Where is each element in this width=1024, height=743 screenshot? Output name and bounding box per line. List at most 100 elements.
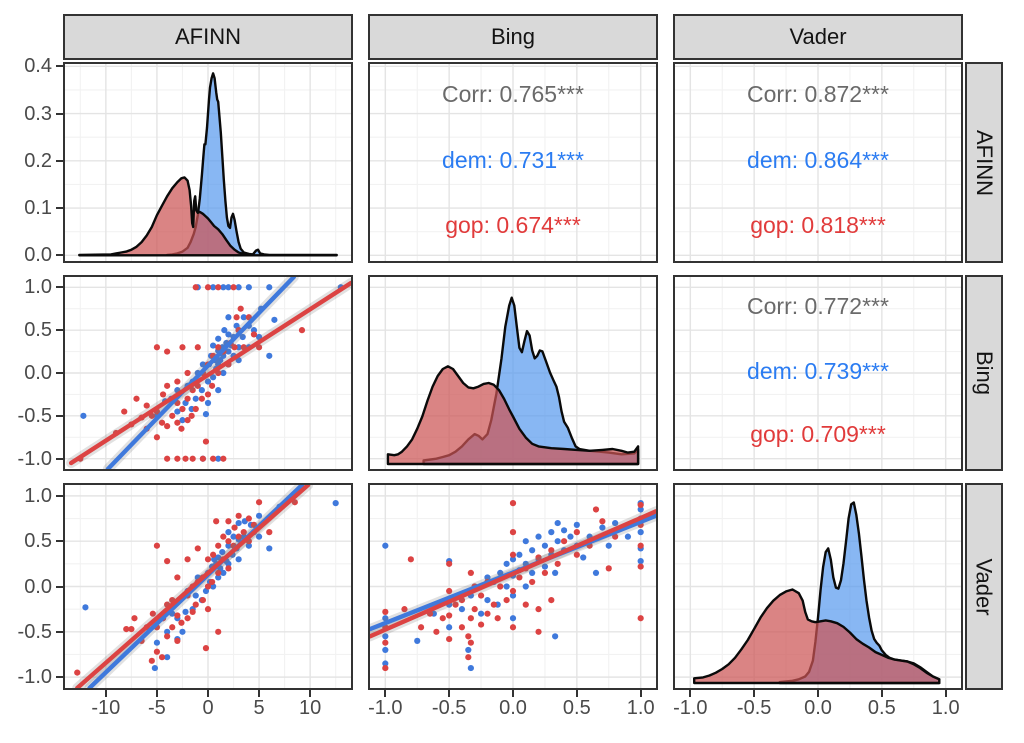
data-point-gop — [153, 434, 161, 441]
data-point-gop — [548, 547, 555, 554]
data-point-gop — [225, 565, 232, 572]
data-point-gop — [153, 542, 161, 549]
data-point-dem — [382, 542, 389, 549]
data-point-gop — [535, 628, 542, 635]
data-point-gop — [208, 382, 216, 389]
data-point-gop — [164, 382, 171, 389]
data-point-gop — [225, 538, 232, 545]
data-point-gop — [210, 455, 217, 462]
data-point-dem — [255, 512, 263, 519]
data-point-dem — [192, 395, 199, 402]
data-point-gop — [233, 314, 240, 321]
scatter-plot-canvas — [65, 277, 351, 469]
data-point-dem — [382, 633, 389, 640]
data-point-gop — [174, 637, 181, 644]
data-point-gop — [407, 556, 414, 563]
data-point-gop — [131, 615, 138, 622]
x-tick-mark — [207, 690, 209, 697]
data-point-gop — [189, 608, 196, 615]
data-point-gop — [220, 455, 227, 462]
data-point-dem — [219, 548, 226, 556]
data-point-gop — [230, 284, 237, 291]
corr-line-dem: dem: 0.864*** — [747, 147, 889, 173]
data-point-gop — [509, 500, 517, 507]
x-tick-label: 0.5 — [867, 697, 896, 719]
data-point-dem — [522, 538, 529, 545]
y-tick-label: 0.5 — [24, 319, 52, 342]
data-point-gop — [477, 592, 485, 599]
corr-line-all: Corr: 0.765*** — [442, 81, 584, 107]
y-tick-label: -1.0 — [17, 666, 52, 689]
data-point-gop — [149, 610, 156, 617]
data-point-gop — [231, 524, 238, 531]
data-point-dem — [225, 348, 232, 355]
corr-line-dem: dem: 0.731*** — [442, 147, 584, 173]
data-point-gop — [235, 512, 242, 519]
data-point-dem — [529, 547, 536, 554]
corr-plot-canvas — [370, 64, 656, 261]
data-point-gop — [548, 596, 555, 604]
data-point-gop — [637, 615, 644, 622]
data-point-dem — [204, 378, 212, 385]
data-point-dem — [446, 624, 453, 631]
data-point-gop — [174, 574, 181, 581]
data-point-gop — [199, 455, 206, 462]
data-point-dem — [220, 284, 227, 291]
data-point-gop — [164, 348, 171, 355]
data-point-dem — [225, 542, 232, 549]
data-point-gop — [204, 391, 212, 398]
y-tick-mark — [56, 676, 63, 679]
data-point-gop — [158, 419, 166, 426]
data-point-dem — [605, 542, 612, 549]
data-point-dem — [624, 533, 632, 540]
data-point-dem — [198, 387, 205, 394]
data-point-dem — [552, 633, 559, 640]
y-tick-label: -0.5 — [17, 620, 52, 643]
data-point-gop — [477, 621, 485, 628]
data-point-dem — [477, 610, 485, 617]
data-point-gop — [174, 378, 181, 385]
data-point-gop — [535, 606, 542, 613]
corr-line-gop: gop: 0.674*** — [445, 212, 581, 238]
scatter-panel-afinn-bing — [63, 275, 353, 471]
data-point-gop — [417, 624, 425, 631]
data-point-gop — [164, 633, 171, 640]
data-point-dem — [210, 374, 217, 381]
data-point-dem — [255, 533, 263, 540]
data-point-gop — [266, 529, 273, 536]
data-point-gop — [255, 499, 263, 506]
data-point-dem — [503, 583, 510, 590]
y-tick-label: 0.2 — [24, 149, 52, 172]
data-point-gop — [158, 654, 166, 661]
x-tick-mark — [309, 690, 312, 697]
data-point-dem — [567, 533, 574, 540]
y-tick-label: 0.4 — [24, 55, 52, 78]
data-point-gop — [169, 624, 176, 631]
data-point-dem — [612, 519, 619, 527]
data-point-gop — [123, 625, 130, 633]
data-point-dem — [382, 615, 389, 622]
data-point-gop — [554, 560, 561, 567]
data-point-gop — [143, 402, 150, 409]
data-point-dem — [217, 357, 224, 364]
data-point-dem — [382, 660, 389, 667]
data-point-gop — [522, 601, 529, 608]
data-point-gop — [121, 408, 128, 415]
data-point-dem — [230, 533, 237, 540]
data-point-gop — [509, 529, 517, 536]
y-tick-mark — [56, 494, 63, 497]
x-tick-mark — [944, 690, 947, 697]
corr-plot-canvas — [675, 64, 961, 261]
y-tick-label: 0.3 — [24, 102, 52, 125]
data-point-dem — [151, 664, 158, 672]
y-tick-mark — [56, 372, 63, 374]
data-point-gop — [204, 606, 212, 613]
x-tick-label: 0 — [202, 697, 214, 719]
data-point-gop — [573, 551, 580, 558]
data-point-gop — [401, 606, 408, 613]
corr-panel-bing-vader: Corr: 0.772*** dem: 0.739*** gop: 0.709*… — [673, 275, 963, 471]
data-point-dem — [332, 500, 339, 507]
data-point-dem — [239, 333, 246, 341]
data-point-gop — [202, 438, 210, 445]
data-point-gop — [174, 612, 181, 619]
